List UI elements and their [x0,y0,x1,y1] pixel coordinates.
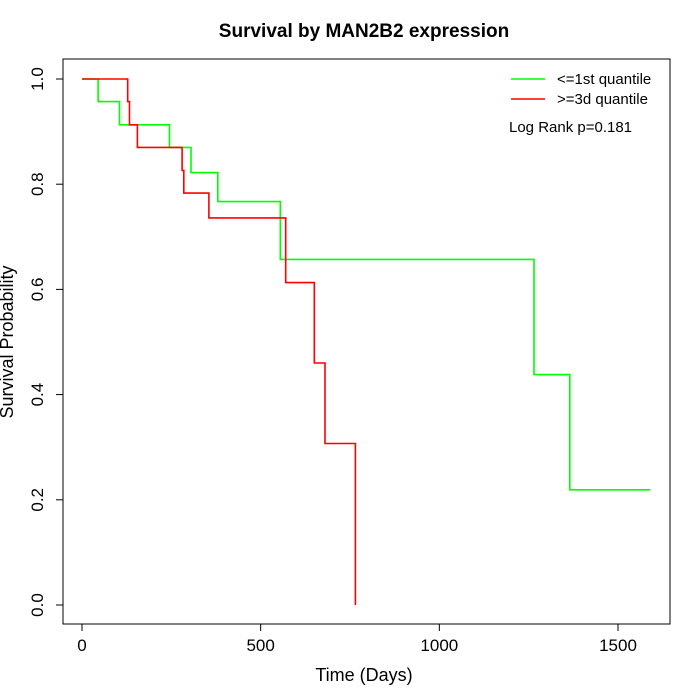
legend: <=1st quantile >=3d quantile [511,71,651,108]
series-line-2 [82,78,357,605]
series-layer [82,78,651,605]
x-tick-label: 500 [246,636,274,655]
x-tick-label: 0 [77,636,86,655]
chart-title: Survival by MAN2B2 expression [219,21,509,42]
series-line-1 [82,78,651,491]
legend-label-1: <=1st quantile [557,71,651,88]
plot-frame [62,58,671,625]
y-tick-label: 0.2 [28,488,47,512]
y-axis: 0.0 0.2 0.4 0.6 0.8 1.0 [28,67,63,617]
y-tick-label: 0.8 [28,172,47,196]
legend-label-2: >=3d quantile [557,91,648,108]
y-tick-label: 0.0 [28,593,47,617]
x-tick-label: 1500 [599,636,637,655]
y-axis-label: Survival Probability [0,265,17,418]
y-tick-label: 0.4 [28,383,47,407]
x-axis: 0 500 1000 1500 [77,624,637,655]
x-axis-label: Time (Days) [315,665,412,685]
x-tick-label: 1000 [420,636,458,655]
y-tick-label: 0.6 [28,278,47,302]
log-rank-annotation: Log Rank p=0.181 [509,119,632,136]
y-tick-label: 1.0 [28,67,47,91]
